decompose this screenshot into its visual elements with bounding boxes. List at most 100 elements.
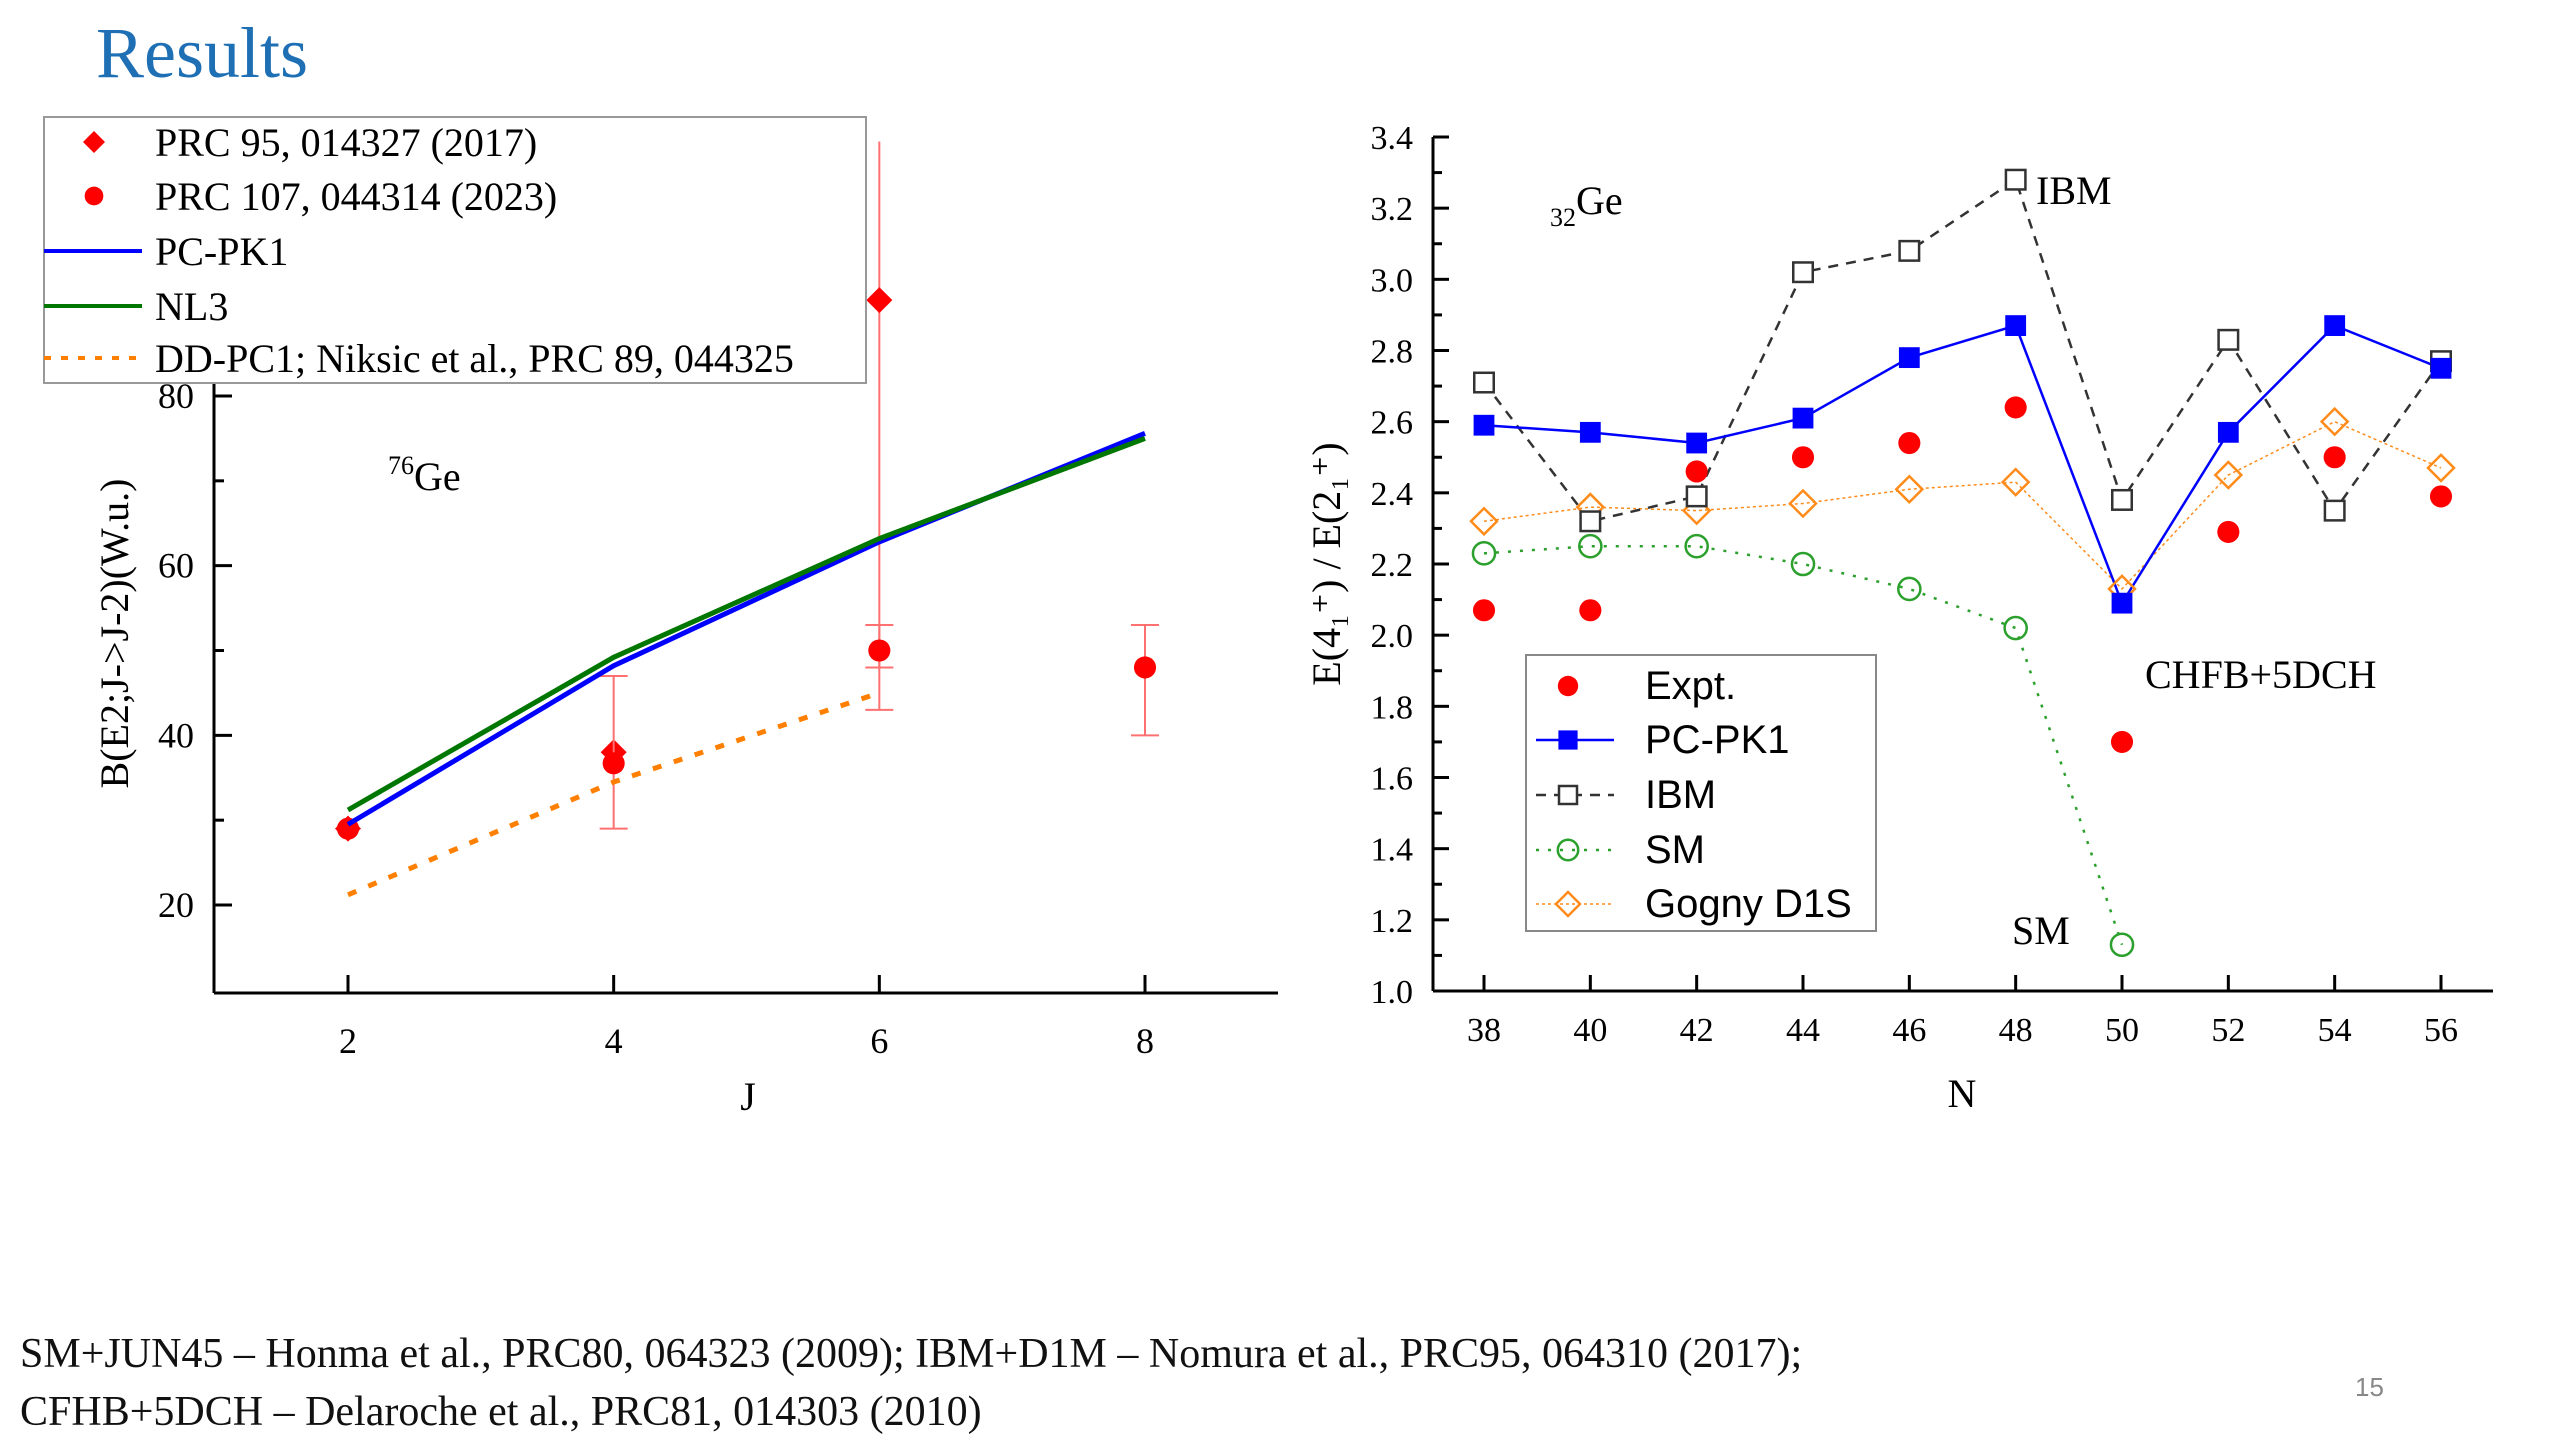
x-tick-label: 6 <box>870 1021 888 1061</box>
series-line-pc-pk1 <box>1483 324 2442 606</box>
references-footer: SM+JUN45 – Honma et al., PRC80, 064323 (… <box>20 1325 1802 1441</box>
legend-open-square-icon <box>1557 784 1579 806</box>
legend-entry: DD-PC1; Niksic et al., PRC 89, 044325 <box>44 336 794 381</box>
data-point <box>1472 599 1496 622</box>
data-point <box>1471 541 1497 566</box>
slide-title: Results <box>96 13 309 93</box>
data-point <box>2111 592 2133 614</box>
y-tick-label: 1.2 <box>1371 903 1414 940</box>
legend-filled-circle-icon <box>1557 675 1579 697</box>
data-point <box>868 639 891 662</box>
legend-label: DD-PC1; Niksic et al., PRC 89, 044325 <box>155 336 794 381</box>
data-point <box>1579 510 1602 533</box>
data-point <box>2217 328 2240 351</box>
data-point <box>1473 371 1495 394</box>
y-tick-label: 2.6 <box>1371 405 1414 442</box>
y-tick-label: 3.4 <box>1371 120 1414 157</box>
data-point <box>1788 488 1818 519</box>
x-tick-label: 40 <box>1573 1012 1607 1049</box>
legend-label: PRC 107, 044314 (2023) <box>155 174 557 219</box>
data-point <box>1897 576 1922 602</box>
y-tick-label: 2.2 <box>1371 547 1414 584</box>
legend-entry: SM <box>1536 828 1705 872</box>
label-sm: SM <box>2012 908 2070 953</box>
data-point <box>1133 656 1157 679</box>
y-tick-label: 60 <box>158 546 194 586</box>
data-point <box>2426 453 2456 483</box>
legend-entry: NL3 <box>44 284 228 329</box>
data-point <box>2319 406 2350 437</box>
data-point <box>602 752 625 775</box>
series-prc-107-044314-2023- <box>336 624 1159 840</box>
data-point <box>2003 615 2028 641</box>
legend-label: Gogny D1S <box>1645 882 1852 926</box>
y-tick-label: 3.2 <box>1371 191 1414 228</box>
series-ibm <box>1473 168 2452 533</box>
y-axis-label: B(E2;J->J-2)(W.u.) <box>92 479 137 789</box>
x-tick-label: 52 <box>2211 1012 2245 1049</box>
x-tick-label: 42 <box>1680 1012 1714 1049</box>
legend-open-circle-icon <box>1556 838 1580 862</box>
label-chfb-5dch: CHFB+5DCH <box>2145 652 2377 697</box>
data-point <box>1791 446 1815 469</box>
series-pc-pk1 <box>1473 315 2452 614</box>
data-point <box>1579 599 1602 622</box>
data-point <box>2429 485 2453 508</box>
data-point <box>2324 315 2346 336</box>
legend-label: NL3 <box>155 284 228 329</box>
y-tick-label: 1.8 <box>1371 689 1414 726</box>
series-dd-pc1-niksic-et-al-prc-89-044325 <box>347 690 881 898</box>
nucleus-label: 76Ge <box>388 451 461 499</box>
series-line <box>347 690 881 898</box>
data-point <box>1792 407 1814 429</box>
data-point <box>2004 168 2027 191</box>
reference-line-2: CFHB+5DCH – Delaroche et al., PRC81, 014… <box>20 1389 982 1435</box>
legend-box <box>1525 654 1877 932</box>
legend-label: PC-PK1 <box>1645 718 1790 762</box>
y-tick-label: 2.0 <box>1371 618 1414 655</box>
nucleus-mass-number: 76 <box>388 451 414 480</box>
series-line <box>346 436 1146 813</box>
legend-label: PC-PK1 <box>155 229 288 274</box>
legend-box <box>43 116 867 384</box>
x-tick-label: 46 <box>1892 1012 1926 1049</box>
data-point <box>2323 499 2346 522</box>
nucleus-symbol: Ge <box>414 454 461 499</box>
data-point <box>2110 730 2134 753</box>
x-axis-label: J <box>740 1074 756 1119</box>
x-tick-label: 56 <box>2424 1012 2458 1049</box>
x-tick-label: 44 <box>1786 1012 1820 1049</box>
x-tick-label: 48 <box>1999 1012 2033 1049</box>
x-tick-label: 50 <box>2105 1012 2139 1049</box>
nucleus-proton-number: 32 <box>1550 203 1576 232</box>
right-legend: Expt. PC-PK1 IBM SM Gogny D1S <box>1525 654 1877 932</box>
data-point <box>1790 551 1816 577</box>
data-point <box>1579 421 1601 443</box>
x-tick-label: 54 <box>2318 1012 2352 1049</box>
legend-entry: Gogny D1S <box>1536 882 1852 926</box>
series-gogny-d1s <box>1469 406 2456 604</box>
x-tick-label: 2 <box>339 1021 357 1061</box>
data-point <box>2217 421 2239 443</box>
legend-entry: Expt. <box>1557 664 1736 708</box>
right-plot-area: 38 40 42 44 46 48 50 52 54 56 1.0 1.2 1.4 1.6 1.8 2.0 2.… <box>1304 120 2493 1116</box>
legend-entry: IBM <box>1536 773 1716 817</box>
data-point <box>1898 431 1921 455</box>
data-point <box>2213 460 2244 490</box>
legend-label: PRC 95, 014327 (2017) <box>155 120 537 165</box>
x-axis-label: N <box>1948 1071 1977 1116</box>
data-point <box>2430 357 2452 379</box>
legend-label: IBM <box>1645 773 1716 817</box>
data-point <box>1473 414 1495 436</box>
legend-label: SM <box>1645 828 1705 872</box>
data-point <box>1469 506 1499 537</box>
x-tick-label: 8 <box>1136 1021 1154 1061</box>
reference-line-1: SM+JUN45 – Honma et al., PRC80, 064323 (… <box>20 1331 1803 1377</box>
y-tick-label: 2.8 <box>1371 334 1414 371</box>
series-line-ibm <box>1483 177 2443 523</box>
legend-label: Expt. <box>1645 664 1736 708</box>
data-point <box>2323 446 2346 469</box>
data-point <box>2109 932 2135 958</box>
